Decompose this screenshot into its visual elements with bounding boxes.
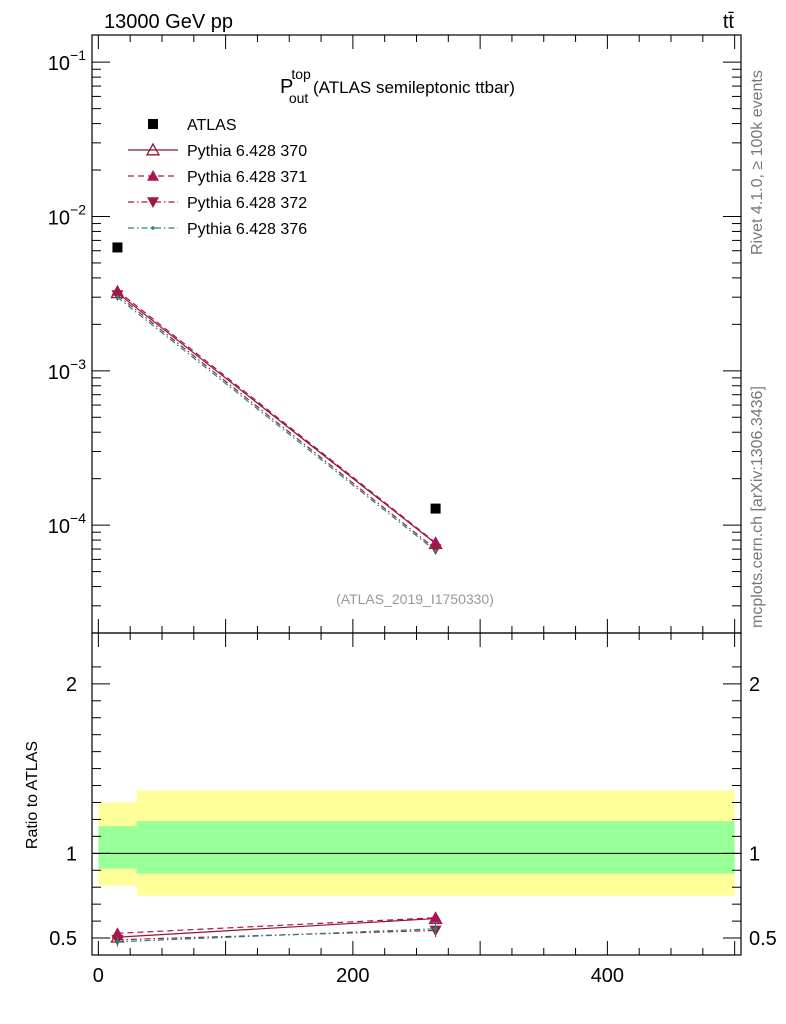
header-right: tt̄ [723, 11, 735, 33]
ratio-y-tick-label: 1 [66, 843, 77, 865]
data-point-atlas [112, 242, 123, 253]
ratio-line-p372 [117, 929, 436, 941]
x-tick-label: 200 [336, 965, 369, 987]
ratio-point-p371 [429, 911, 442, 923]
ratio-ylabel: Ratio to ATLAS [24, 741, 41, 849]
main-y-tick-label: 10−1 [48, 47, 86, 75]
data-point-atlas [430, 503, 441, 514]
legend-label-atlas: ATLAS [187, 117, 237, 134]
ratio-y-tick-label: 2 [66, 674, 77, 696]
legend-marker-p376 [151, 226, 155, 230]
title-rest: (ATLAS semileptonic ttbar) [308, 78, 515, 97]
ratio-y-tick-label-right: 0.5 [749, 928, 777, 950]
series-line-p376 [117, 296, 436, 552]
title-sub: out [289, 90, 309, 106]
ratio-y-tick-label: 0.5 [49, 928, 77, 950]
ratio-line-p376 [117, 928, 436, 943]
title-main: P [280, 76, 293, 98]
side-label-mcplots: mcplots.cern.ch [arXiv:1306.3436] [749, 386, 766, 628]
title-sup: top [291, 66, 311, 82]
ratio-panel: 0.5 0.5 1 1 2 2 0 200 400 [49, 633, 777, 987]
series-line-p371 [117, 290, 436, 544]
series-line-p370 [117, 292, 436, 544]
legend-marker-p371 [147, 170, 159, 181]
legend-marker-atlas [148, 119, 158, 129]
ratio-line-p370 [117, 917, 436, 938]
legend-label-p371: Pythia 6.428 371 [187, 169, 307, 186]
ratio-line-p371 [117, 917, 436, 934]
data-point-p376 [433, 549, 438, 553]
plot-title: Ptop out (ATLAS semileptonic ttbar) [280, 66, 515, 106]
analysis-watermark: (ATLAS_2019_I1750330) [336, 591, 494, 607]
x-tick-label: 0 [93, 965, 104, 987]
main-y-tick-label: 10−3 [48, 356, 86, 384]
ratio-y-tick-label-right: 1 [749, 843, 760, 865]
ratio-point-p376 [433, 926, 438, 931]
ratio-band-inner [136, 821, 735, 874]
legend-label-p370: Pythia 6.428 370 [187, 143, 307, 160]
side-label-rivet: Rivet 4.1.0, ≥ 100k events [749, 70, 766, 255]
data-point-p376 [115, 295, 120, 299]
x-tick-label: 400 [591, 965, 624, 987]
legend-marker-p372 [147, 197, 159, 208]
ratio-y-tick-label-right: 2 [749, 674, 760, 696]
series-line-p372 [117, 294, 436, 550]
main-y-tick-label: 10−4 [48, 510, 86, 538]
main-y-tick-label: 10−2 [48, 201, 86, 229]
ratio-band-inner [98, 826, 137, 869]
legend-marker-p370 [145, 142, 161, 156]
ratio-point-p376 [115, 939, 120, 944]
legend-label-p372: Pythia 6.428 372 [187, 195, 307, 212]
legend: ATLAS Pythia 6.428 370 Pythia 6.428 371 Pyt… [128, 117, 307, 238]
legend-label-p376: Pythia 6.428 376 [187, 221, 307, 238]
header-left: 13000 GeV pp [104, 11, 233, 33]
